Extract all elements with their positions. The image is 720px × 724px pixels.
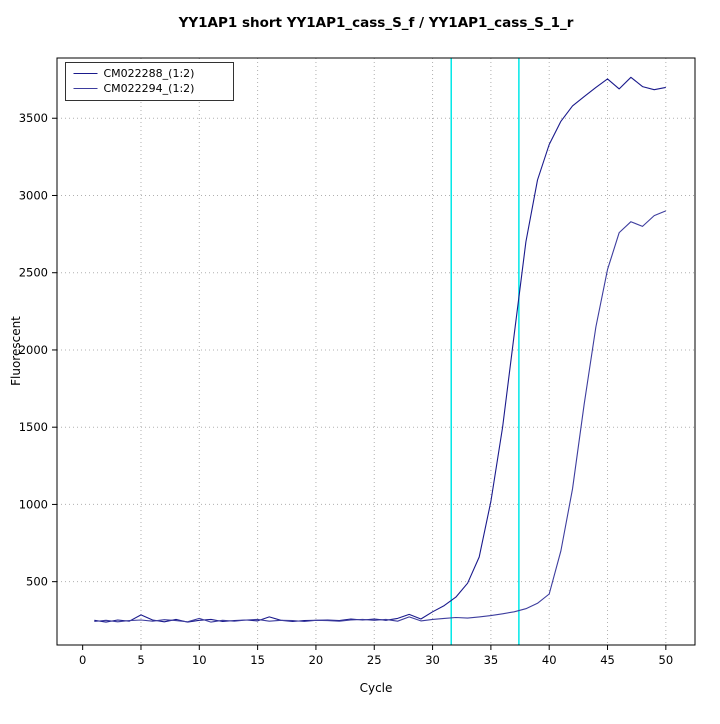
x-tick-label: 40 [542, 653, 557, 667]
x-axis-label: Cycle [359, 681, 393, 695]
x-tick-label: 5 [137, 653, 144, 667]
y-tick-label: 3500 [19, 111, 48, 125]
y-axis-label: Fluorescent [9, 316, 23, 386]
legend-box [65, 62, 234, 101]
y-tick-label: 1500 [19, 420, 48, 434]
x-tick-label: 10 [192, 653, 207, 667]
x-tick-label: 35 [484, 653, 499, 667]
plot-border [56, 57, 696, 646]
y-tick-label: 2000 [19, 343, 48, 357]
x-tick-label: 45 [600, 653, 615, 667]
y-tick-label: 1000 [19, 497, 48, 511]
legend-entry-label: CM022288_(1:2) [104, 67, 195, 80]
y-tick-label: 2500 [19, 266, 48, 280]
x-tick-label: 50 [659, 653, 674, 667]
x-tick-label: 20 [309, 653, 324, 667]
x-tick-label: 25 [367, 653, 382, 667]
y-tick-label: 500 [26, 575, 48, 589]
x-tick-label: 0 [79, 653, 86, 667]
legend-entry-label: CM022294_(1:2) [104, 82, 195, 95]
amplification-curve [94, 210, 667, 623]
chart-title: YY1AP1 short YY1AP1_cass_S_f / YY1AP1_ca… [178, 15, 574, 31]
x-tick-label: 30 [425, 653, 440, 667]
x-tick-label: 15 [250, 653, 265, 667]
y-tick-label: 3000 [19, 188, 48, 202]
amplification-curve [94, 76, 666, 623]
